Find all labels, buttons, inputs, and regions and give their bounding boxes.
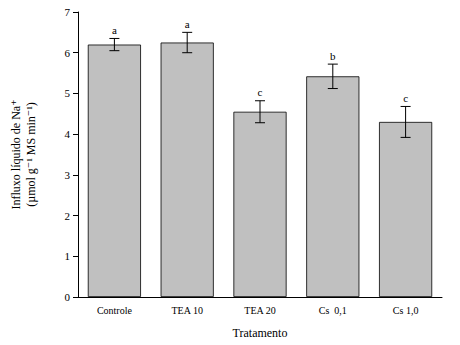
svg-text:Tratamento: Tratamento	[233, 326, 288, 340]
svg-text:(µmol g⁻¹ MS min⁻¹): (µmol g⁻¹ MS min⁻¹)	[24, 102, 38, 206]
svg-text:Cs 1,0: Cs 1,0	[393, 305, 419, 316]
svg-text:1: 1	[65, 250, 71, 262]
svg-text:7: 7	[65, 6, 71, 18]
svg-text:TEA 10: TEA 10	[172, 305, 203, 316]
svg-text:6: 6	[65, 47, 71, 59]
svg-text:Cs 0,1: Cs 0,1	[319, 305, 347, 316]
svg-text:Controle: Controle	[97, 305, 133, 316]
svg-text:a: a	[185, 18, 190, 30]
svg-text:TEA 20: TEA 20	[244, 305, 275, 316]
svg-text:Influxo líquido de Na⁺: Influxo líquido de Na⁺	[9, 100, 23, 210]
svg-text:c: c	[403, 92, 408, 104]
svg-text:c: c	[258, 86, 263, 98]
svg-text:2: 2	[65, 210, 71, 222]
svg-text:b: b	[330, 50, 336, 62]
svg-text:4: 4	[65, 128, 71, 140]
svg-text:5: 5	[65, 87, 71, 99]
svg-text:3: 3	[65, 169, 71, 181]
svg-text:a: a	[112, 24, 117, 36]
svg-text:0: 0	[65, 291, 71, 303]
